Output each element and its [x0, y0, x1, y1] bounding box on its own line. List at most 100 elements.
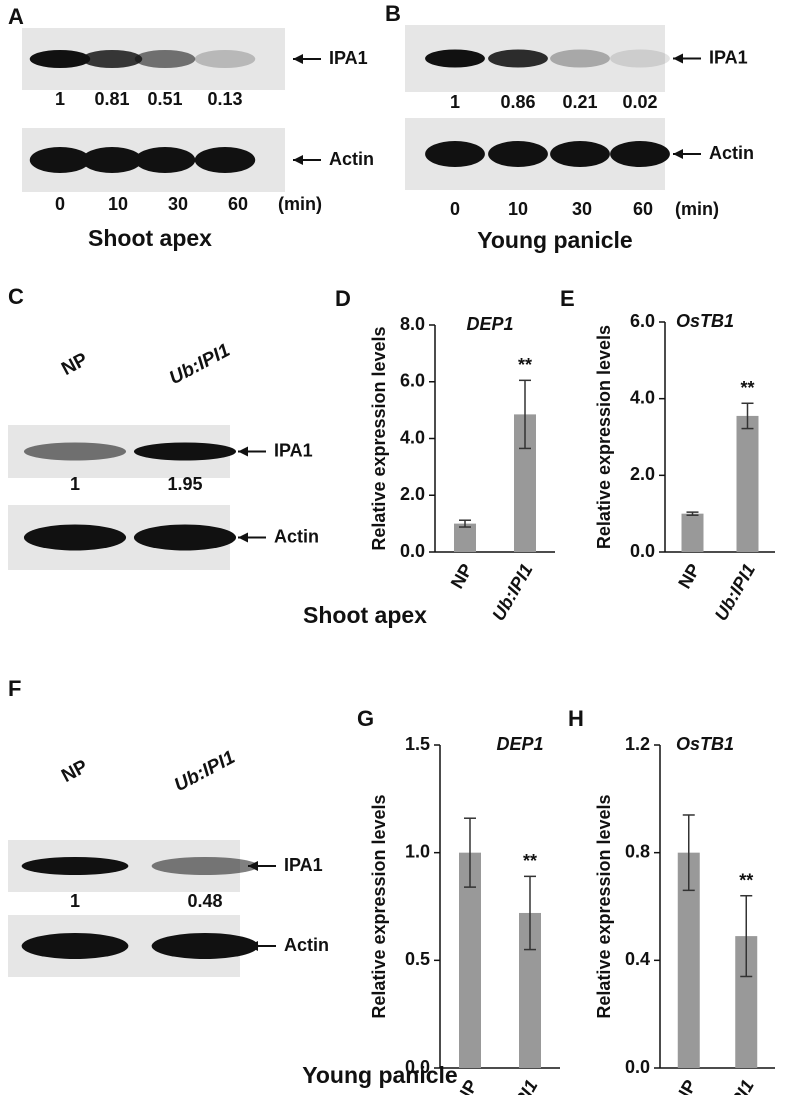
- time-unit: (min): [675, 199, 719, 219]
- arrow-head: [293, 54, 303, 64]
- arrow-head: [238, 446, 248, 457]
- band-label: IPA1: [329, 48, 368, 68]
- x-tick-label: NP: [447, 560, 477, 592]
- x-tick-label: Ub:IPI1: [709, 1076, 757, 1095]
- time-label: 60: [228, 194, 248, 214]
- band-label: Actin: [284, 935, 329, 955]
- band: [610, 49, 670, 68]
- loading-band: [29, 147, 91, 173]
- loading-band: [425, 141, 485, 167]
- panel-label: E: [560, 286, 575, 311]
- band: [550, 49, 610, 68]
- quant-label: 1.95: [167, 474, 202, 494]
- x-tick-label: NP: [670, 1076, 700, 1095]
- time-label: 30: [168, 194, 188, 214]
- band: [23, 442, 127, 461]
- time-label: 0: [450, 199, 460, 219]
- quant-label: 0.86: [500, 92, 535, 112]
- panel-label: C: [8, 284, 24, 309]
- y-tick-label: 4.0: [400, 427, 425, 447]
- significance-label: **: [740, 378, 754, 398]
- arrow-head: [673, 53, 683, 64]
- y-tick-label: 2.0: [400, 484, 425, 504]
- time-label: 30: [572, 199, 592, 219]
- quant-label: 1: [55, 89, 65, 109]
- quant-label: 0.02: [622, 92, 657, 112]
- y-tick-label: 0.0: [400, 541, 425, 561]
- band: [194, 50, 256, 68]
- significance-label: **: [739, 870, 753, 890]
- lane-label: NP: [58, 349, 91, 380]
- arrow-head: [293, 155, 303, 165]
- bar: [519, 912, 541, 1068]
- quant-label: 0.13: [207, 89, 242, 109]
- bar: [454, 523, 476, 552]
- quant-label: 0.51: [147, 89, 182, 109]
- section-caption: Young panicle: [302, 1062, 457, 1088]
- band: [488, 49, 548, 68]
- quant-label: 0.48: [187, 891, 222, 911]
- tissue-caption: Shoot apex: [88, 225, 212, 251]
- bar: [735, 936, 758, 1068]
- lane-label: Ub:IPI1: [171, 747, 239, 796]
- loading-band: [151, 933, 259, 959]
- band: [21, 857, 129, 875]
- quant-label: 1: [450, 92, 460, 112]
- bar: [677, 852, 700, 1068]
- panel-label: F: [8, 676, 21, 701]
- y-tick-label: 0.4: [625, 949, 650, 969]
- y-tick-label: 6.0: [400, 371, 425, 391]
- x-tick-label: Ub:IPI1: [711, 560, 759, 624]
- lane-label: Ub:IPI1: [166, 340, 234, 389]
- band-label: IPA1: [284, 855, 323, 875]
- section-caption: Shoot apex: [303, 602, 427, 628]
- panel-label: B: [385, 1, 401, 26]
- chart-title: OsTB1: [676, 734, 734, 754]
- y-tick-label: 1.5: [405, 734, 430, 754]
- y-tick-label: 0.0: [625, 1057, 650, 1077]
- band-label: Actin: [709, 143, 754, 163]
- arrow-head: [248, 861, 258, 871]
- lane-label: NP: [58, 756, 91, 787]
- quant-label: 1: [70, 891, 80, 911]
- band-label: Actin: [329, 149, 374, 169]
- loading-band: [133, 524, 237, 551]
- arrow-head: [673, 149, 683, 159]
- y-axis-label: Relative expression levels: [369, 794, 389, 1018]
- panel-label: A: [8, 4, 24, 29]
- y-tick-label: 2.0: [630, 464, 655, 484]
- significance-label: **: [518, 355, 532, 375]
- y-axis-label: Relative expression levels: [594, 794, 614, 1018]
- chart-title: DEP1: [466, 314, 513, 334]
- band: [134, 50, 196, 68]
- time-label: 60: [633, 199, 653, 219]
- quant-label: 0.21: [562, 92, 597, 112]
- time-label: 0: [55, 194, 65, 214]
- bar: [736, 415, 759, 552]
- y-axis-label: Relative expression levels: [594, 325, 614, 549]
- band: [133, 442, 237, 461]
- y-tick-label: 1.0: [405, 841, 430, 861]
- loading-band: [134, 147, 196, 173]
- band: [151, 857, 259, 875]
- time-unit: (min): [278, 194, 322, 214]
- time-label: 10: [108, 194, 128, 214]
- y-tick-label: 0.5: [405, 949, 430, 969]
- quant-label: 1: [70, 474, 80, 494]
- quant-label: 0.81: [94, 89, 129, 109]
- band: [29, 50, 91, 68]
- band-label: IPA1: [274, 440, 313, 460]
- y-tick-label: 6.0: [630, 311, 655, 331]
- y-tick-label: 0.0: [405, 1057, 430, 1077]
- chart-title: DEP1: [496, 734, 543, 754]
- x-tick-label: NP: [674, 560, 704, 592]
- band-label: IPA1: [709, 47, 748, 67]
- loading-band: [610, 141, 670, 167]
- loading-band: [488, 141, 548, 167]
- band: [425, 49, 485, 68]
- x-tick-label: Ub:IPI1: [488, 560, 536, 624]
- band-label: Actin: [274, 526, 319, 546]
- bar: [681, 513, 704, 552]
- significance-label: **: [523, 851, 537, 871]
